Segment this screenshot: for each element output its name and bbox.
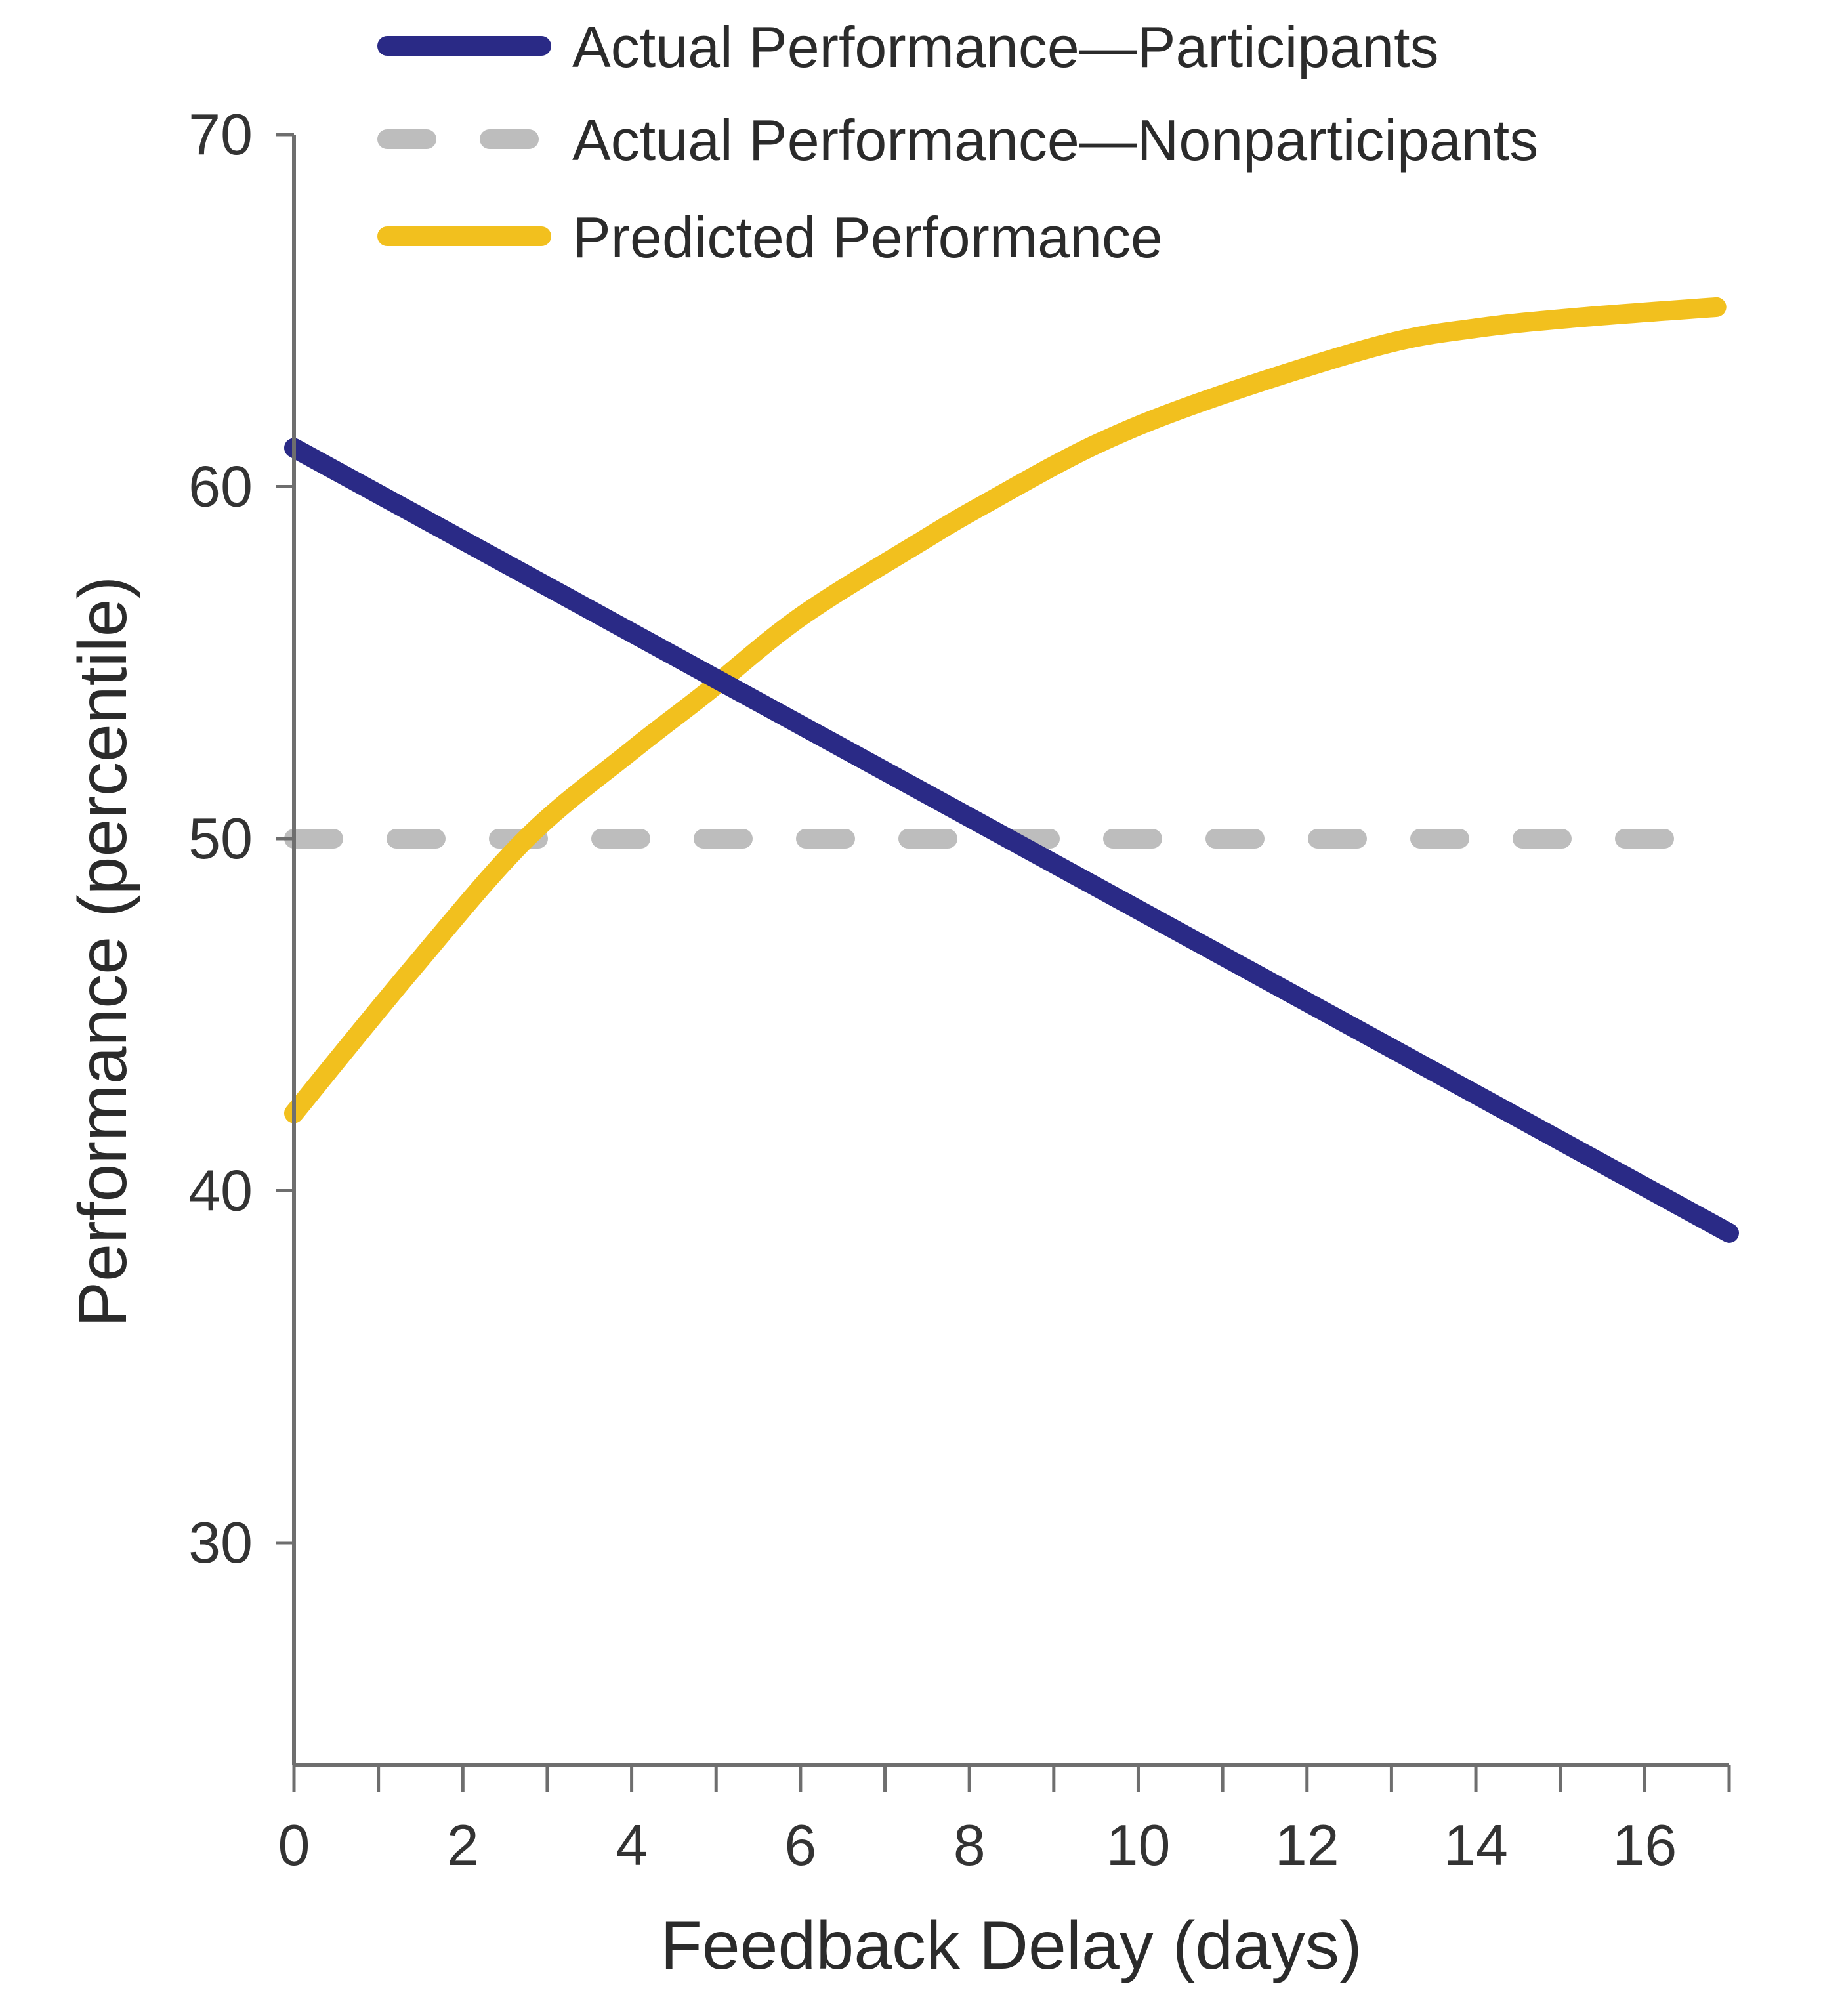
x-tick-label: 6 xyxy=(784,1813,816,1878)
x-tick-label: 10 xyxy=(1106,1813,1171,1878)
x-tick-label: 16 xyxy=(1612,1813,1677,1878)
legend-label-1: Actual Performance—Nonparticipants xyxy=(572,108,1538,173)
x-tick-label: 14 xyxy=(1444,1813,1508,1878)
y-axis-title: Performance (percentile) xyxy=(65,576,141,1327)
legend-label-2: Predicted Performance xyxy=(572,205,1163,270)
y-tick-label: 40 xyxy=(188,1158,253,1223)
x-tick-label: 2 xyxy=(447,1813,479,1878)
y-tick-label: 60 xyxy=(188,454,253,519)
x-tick-label: 12 xyxy=(1275,1813,1339,1878)
x-ticks: 0 2 4 6 8 10 12 14 16 xyxy=(278,1765,1731,1878)
x-axis-title: Feedback Delay (days) xyxy=(660,1908,1362,1984)
series-layer xyxy=(284,297,1739,1243)
y-tick-label: 70 xyxy=(188,102,253,167)
series-line-2 xyxy=(284,297,1727,1124)
x-tick-label: 4 xyxy=(616,1813,648,1878)
x-tick-label: 8 xyxy=(953,1813,986,1878)
axes xyxy=(292,135,1729,1767)
y-tick-label: 50 xyxy=(188,806,253,871)
legend-label-0: Actual Performance—Participants xyxy=(572,14,1439,79)
y-ticks: 30 40 50 60 70 xyxy=(188,102,294,1575)
y-tick-label: 30 xyxy=(188,1510,253,1575)
series-line-0 xyxy=(284,438,1739,1243)
x-tick-label: 0 xyxy=(278,1813,310,1878)
legend: Actual Performance—Participants Actual Pe… xyxy=(377,14,1538,270)
